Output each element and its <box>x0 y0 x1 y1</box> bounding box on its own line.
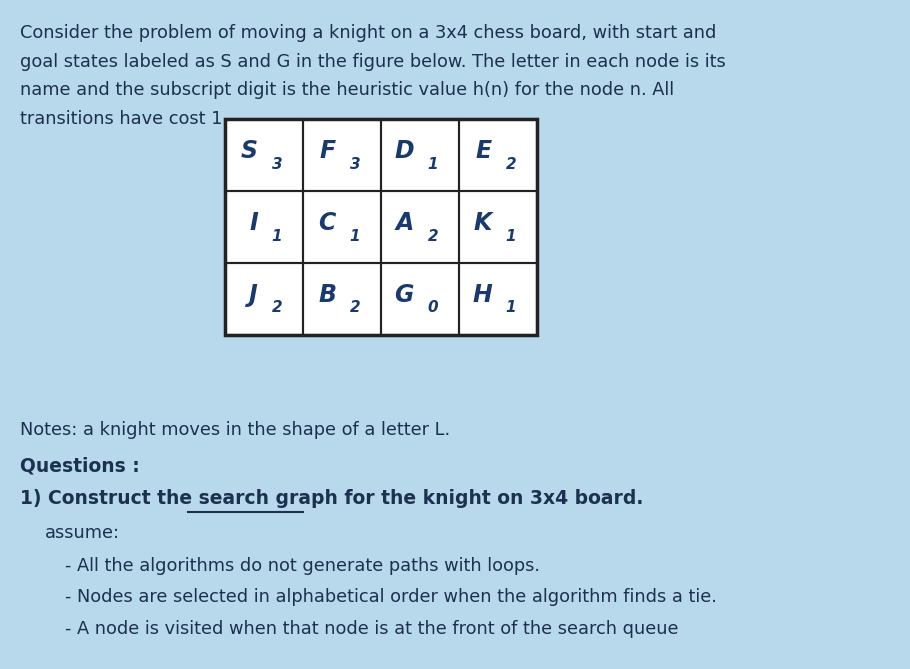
Text: I: I <box>249 211 258 235</box>
Text: 3: 3 <box>349 157 360 171</box>
Text: - All the algorithms do not generate paths with loops.: - All the algorithms do not generate pat… <box>65 557 540 575</box>
Text: 2: 2 <box>349 300 360 316</box>
Text: G: G <box>395 283 414 307</box>
Text: J: J <box>249 283 258 307</box>
Text: transitions have cost 1.: transitions have cost 1. <box>20 110 228 128</box>
Text: 1) Construct the search graph for the knight on 3x4 board.: 1) Construct the search graph for the kn… <box>20 489 643 508</box>
Text: 2: 2 <box>506 157 516 171</box>
Text: 1: 1 <box>272 229 282 244</box>
Text: 2: 2 <box>428 229 439 244</box>
Text: F: F <box>320 139 336 163</box>
Bar <box>303 191 381 263</box>
Text: name and the subscript digit is the heuristic value h(n) for the node n. All: name and the subscript digit is the heur… <box>20 81 674 99</box>
Text: 2: 2 <box>272 300 282 316</box>
Text: 3: 3 <box>272 157 282 171</box>
Text: 1: 1 <box>349 229 360 244</box>
Bar <box>459 191 537 263</box>
Text: goal states labeled as S and G in the figure below. The letter in each node is i: goal states labeled as S and G in the fi… <box>20 52 726 70</box>
Bar <box>225 191 303 263</box>
Text: 1: 1 <box>506 300 516 316</box>
Text: Consider the problem of moving a knight on a 3x4 chess board, with start and: Consider the problem of moving a knight … <box>20 24 716 42</box>
Text: D: D <box>394 139 414 163</box>
Text: - Nodes are selected in alphabetical order when the algorithm finds a tie.: - Nodes are selected in alphabetical ord… <box>65 589 717 607</box>
Text: 0: 0 <box>428 300 439 316</box>
Text: Notes: a knight moves in the shape of a letter L.: Notes: a knight moves in the shape of a … <box>20 421 450 439</box>
Bar <box>303 119 381 191</box>
Bar <box>381 263 459 335</box>
Bar <box>459 263 537 335</box>
Bar <box>225 119 303 191</box>
Bar <box>225 119 537 335</box>
Text: 1: 1 <box>506 229 516 244</box>
Bar <box>381 119 459 191</box>
Text: Questions :: Questions : <box>20 456 140 475</box>
Bar <box>303 263 381 335</box>
Text: 1: 1 <box>428 157 439 171</box>
Bar <box>381 191 459 263</box>
Text: assume:: assume: <box>45 524 120 542</box>
Text: B: B <box>318 283 336 307</box>
Bar <box>459 119 537 191</box>
Text: H: H <box>472 283 492 307</box>
Text: C: C <box>318 211 336 235</box>
Text: E: E <box>476 139 492 163</box>
Text: K: K <box>474 211 492 235</box>
Bar <box>225 263 303 335</box>
Text: A: A <box>396 211 414 235</box>
Text: - A node is visited when that node is at the front of the search queue: - A node is visited when that node is at… <box>65 620 679 638</box>
Text: S: S <box>241 139 258 163</box>
